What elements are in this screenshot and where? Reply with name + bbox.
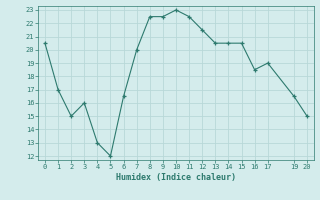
X-axis label: Humidex (Indice chaleur): Humidex (Indice chaleur) <box>116 173 236 182</box>
